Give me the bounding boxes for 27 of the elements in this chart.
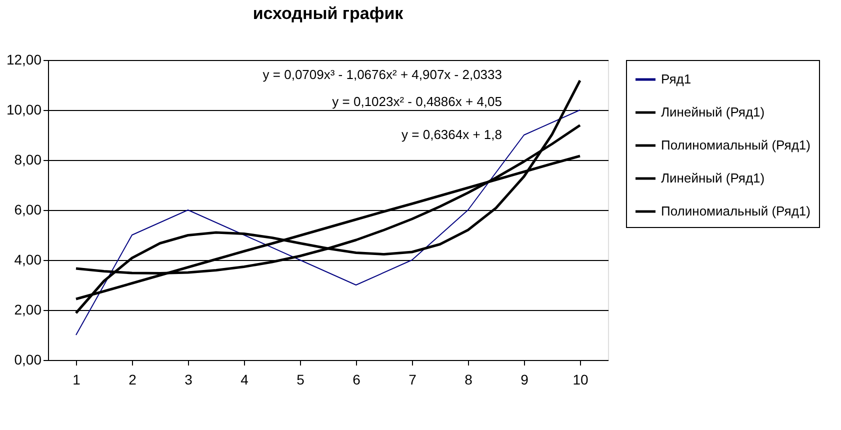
x-tick-label: 3 (184, 372, 193, 388)
x-tick-label: 9 (520, 372, 529, 388)
x-tick-label: 6 (352, 372, 361, 388)
x-tick-label: 2 (128, 372, 137, 388)
legend-label: Линейный (Ряд1) (661, 170, 765, 186)
chart-title: исходный график (252, 4, 404, 23)
y-tick-label: 8,00 (14, 152, 42, 168)
legend-label: Ряд1 (661, 72, 692, 86)
y-tick-label: 6,00 (14, 202, 42, 218)
y-tick-label: 12,00 (6, 52, 42, 68)
annotation: y = 0,0709x³ - 1,0676x² + 4,907x - 2,0333 (262, 67, 502, 82)
x-tick-label: 10 (572, 372, 588, 388)
x-tick-label: 5 (296, 372, 305, 388)
annotation: y = 0,1023x² - 0,4886x + 4,05 (332, 94, 502, 109)
legend-label: Полиномиальный (Ряд1) (661, 204, 810, 218)
y-tick-label: 4,00 (14, 252, 42, 268)
y-tick-label: 10,00 (6, 102, 42, 118)
x-tick-label: 4 (240, 372, 249, 388)
line-series (76, 110, 580, 336)
x-tick-label: 8 (464, 372, 473, 388)
x-tick-label: 7 (408, 372, 417, 388)
legend-label: Полиномиальный (Ряд1) (661, 138, 810, 152)
y-tick-label: 2,00 (14, 302, 42, 318)
legend-label: Линейный (Ряд1) (661, 104, 765, 120)
x-tick-label: 1 (72, 372, 81, 388)
y-tick-label: 0,00 (14, 352, 42, 368)
annotation: y = 0,6364x + 1,8 (402, 127, 502, 142)
